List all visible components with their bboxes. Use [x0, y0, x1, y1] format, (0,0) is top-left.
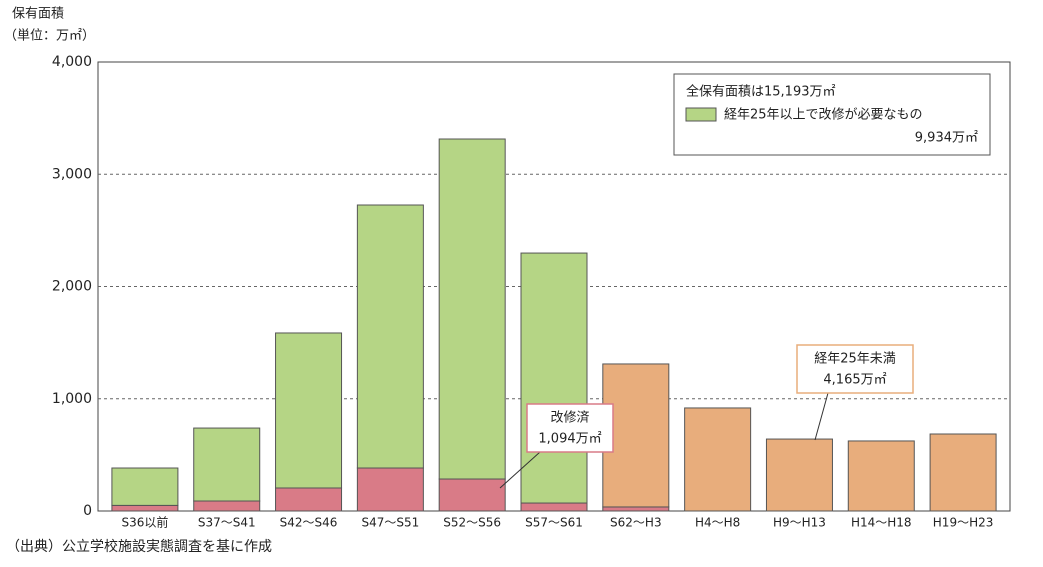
- x-tick-label: H4～H8: [695, 516, 740, 530]
- legend-label: 経年25年以上で改修が必要なもの: [724, 108, 923, 123]
- legend-swatch: [685, 107, 717, 122]
- y-tick-label: 1,000: [52, 391, 92, 407]
- x-tick-label: S37～S41: [198, 516, 256, 530]
- x-tick-label: S36以前: [121, 515, 168, 530]
- source: （出典）公立学校施設実態調査を基に作成: [6, 538, 272, 555]
- y-tick-label: 3,000: [52, 166, 92, 182]
- bar-segment: [193, 500, 261, 512]
- bar-segment: [356, 467, 424, 512]
- y-tick-label: 4,000: [52, 54, 92, 70]
- y-axis-unit: （単位：万㎡）: [4, 28, 95, 44]
- bar-segment: [275, 487, 343, 512]
- x-tick-label: H9～H13: [773, 516, 826, 530]
- bar-segment: [847, 440, 915, 512]
- bar-segment: [438, 478, 506, 512]
- bar-segment: [356, 204, 424, 469]
- y-tick-label: 2,000: [52, 279, 92, 295]
- bar-segment: [684, 407, 752, 512]
- callout-line: [814, 392, 829, 441]
- x-tick-label: S52～S56: [443, 516, 501, 530]
- legend-box: [673, 73, 991, 156]
- x-tick-label: H14～H18: [851, 516, 912, 530]
- x-tick-label: S42～S46: [280, 516, 338, 530]
- callout-total: 1,094万㎡: [538, 432, 601, 447]
- bar-segment: [111, 467, 179, 506]
- callout-label: 改修済: [550, 410, 589, 426]
- bar-segment: [275, 332, 343, 489]
- callout-box: [796, 344, 914, 394]
- x-tick-label: S47～S51: [361, 516, 419, 530]
- bar-segment: [602, 363, 670, 508]
- callout-label: 経年25年未満: [814, 352, 896, 367]
- bar-segment: [520, 502, 588, 512]
- y-tick-label: 0: [83, 503, 92, 519]
- legend-note: 全保有面積は15,193万㎡: [686, 84, 836, 100]
- bar-segment: [602, 506, 670, 512]
- callout-line: [499, 451, 541, 489]
- callout-box: [526, 403, 614, 453]
- bar-segment: [193, 427, 261, 502]
- bar-segment: [929, 433, 997, 512]
- bar-segment: [520, 252, 588, 504]
- bar-segment: [765, 438, 833, 512]
- y-axis-title: 保有面積: [12, 7, 64, 22]
- bar-segment: [438, 138, 506, 480]
- x-tick-label: S57～S61: [525, 516, 583, 530]
- callout-total: 4,165万㎡: [823, 373, 886, 388]
- legend-total: 9,934万㎡: [915, 131, 978, 146]
- bar-segment: [111, 504, 179, 512]
- x-tick-label: H19～H23: [933, 516, 994, 530]
- x-tick-label: S62～H3: [610, 516, 662, 530]
